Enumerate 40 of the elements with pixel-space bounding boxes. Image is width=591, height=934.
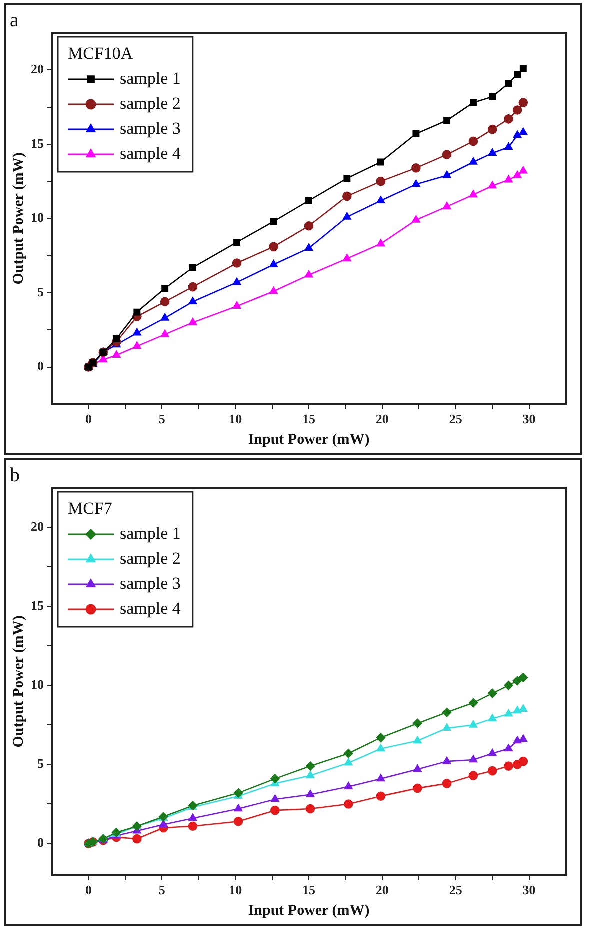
x-tick-label: 0 xyxy=(85,412,92,427)
legend-label: sample 1 xyxy=(120,524,181,543)
y-tick-label: 20 xyxy=(31,62,44,76)
y-tick-label: 5 xyxy=(38,756,44,772)
legend-label: sample 3 xyxy=(120,118,181,138)
chart-title: b xyxy=(10,464,20,486)
legend-label: sample 2 xyxy=(120,548,181,568)
legend-label: sample 3 xyxy=(120,574,181,593)
y-axis-title: Output Power (mW) xyxy=(10,152,27,285)
legend-label: sample 4 xyxy=(120,144,182,163)
x-tick-label: 0 xyxy=(85,882,92,898)
x-axis-title: Input Power (mW) xyxy=(248,432,370,448)
legend-label: sample 2 xyxy=(120,94,181,113)
legend-label: sample 4 xyxy=(120,598,182,618)
x-tick-label: 30 xyxy=(522,412,536,427)
x-tick-label: 20 xyxy=(376,412,389,427)
x-tick-label: 10 xyxy=(229,882,242,898)
y-tick-label: 20 xyxy=(31,518,44,534)
x-tick-label: 25 xyxy=(449,882,463,898)
y-tick-label: 10 xyxy=(31,210,44,226)
x-tick-label: 15 xyxy=(302,412,316,427)
x-tick-label: 5 xyxy=(158,412,166,427)
chart-title: a xyxy=(10,9,19,32)
x-axis-title: Input Power (mW) xyxy=(248,902,370,919)
legend-title: MCF10A xyxy=(68,44,134,63)
y-tick-label: 15 xyxy=(31,136,44,151)
legend-label: sample 1 xyxy=(120,68,181,88)
x-tick-label: 5 xyxy=(158,882,166,898)
y-tick-label: 0 xyxy=(38,835,44,850)
y-axis-title: Output Power (mW) xyxy=(10,616,27,748)
y-tick-label: 0 xyxy=(38,358,44,374)
y-tick-label: 15 xyxy=(31,598,44,613)
x-tick-label: 30 xyxy=(522,882,536,898)
y-tick-label: 10 xyxy=(31,677,44,692)
x-tick-label: 15 xyxy=(302,882,316,898)
x-tick-label: 25 xyxy=(449,412,463,427)
legend-title: MCF7 xyxy=(68,498,113,518)
x-tick-label: 10 xyxy=(229,412,242,427)
y-tick-label: 5 xyxy=(38,284,44,300)
x-tick-label: 20 xyxy=(376,882,389,898)
